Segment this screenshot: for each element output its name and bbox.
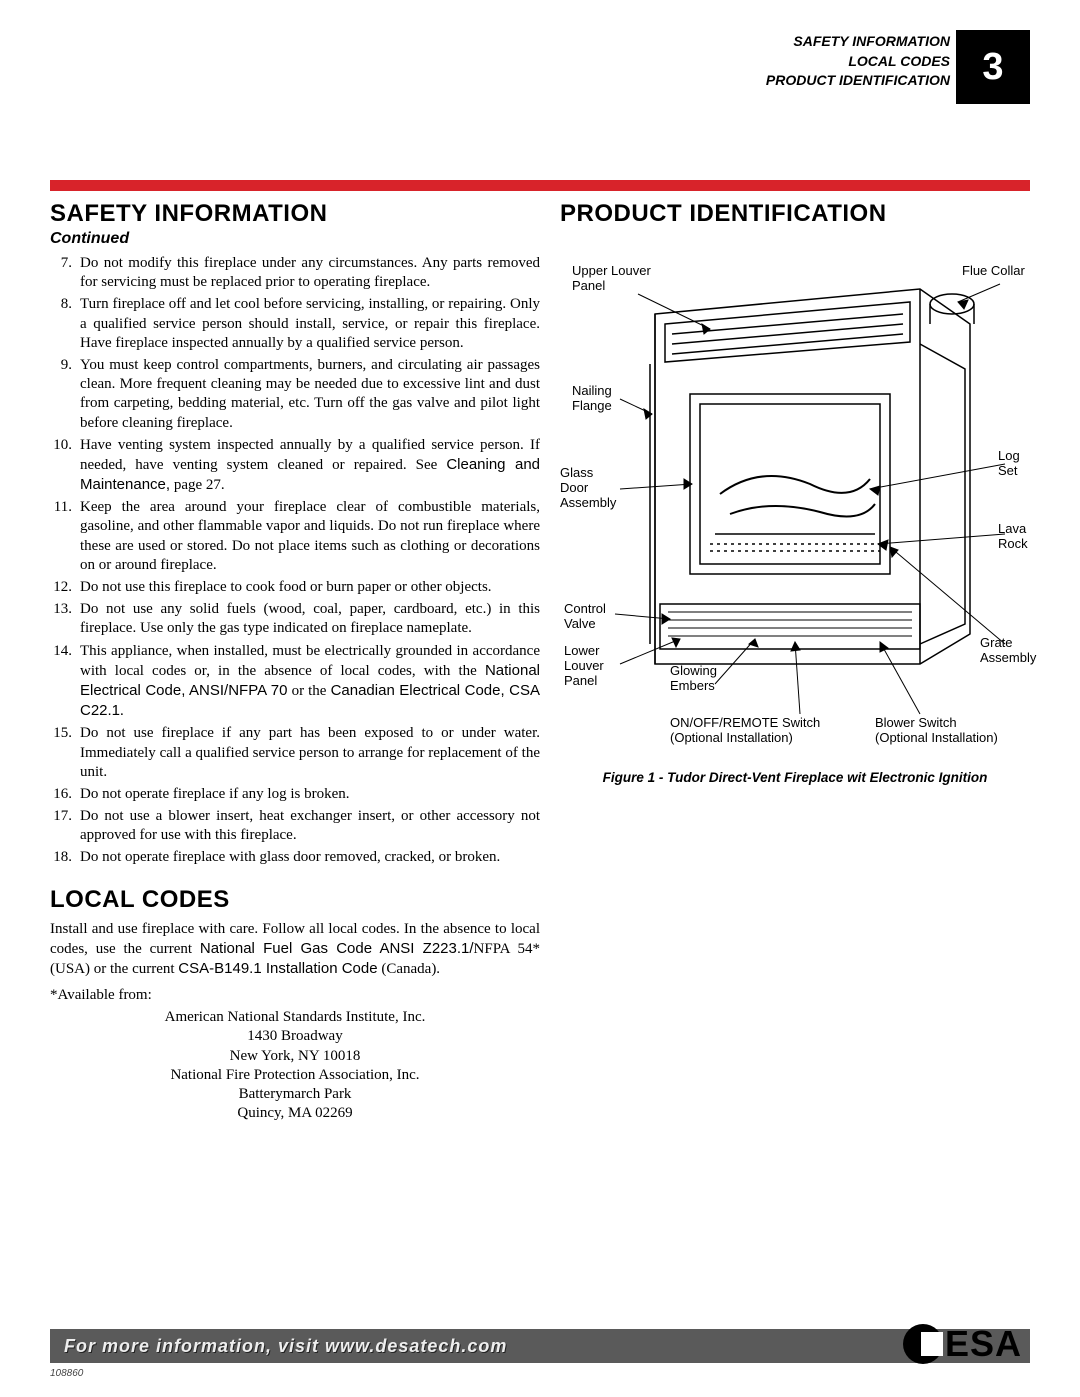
address-line: Quincy, MA 02269 bbox=[50, 1104, 540, 1123]
address-line: National Fire Protection Association, In… bbox=[50, 1066, 540, 1085]
page-number-box: 3 bbox=[956, 30, 1030, 104]
safety-list-item: 7.Do not modify this fireplace under any… bbox=[50, 254, 540, 292]
safety-list-item: 18.Do not operate fireplace with glass d… bbox=[50, 848, 540, 867]
safety-list-item: 10.Have venting system inspected annuall… bbox=[50, 436, 540, 496]
safety-list-item: 9.You must keep control compartments, bu… bbox=[50, 356, 540, 433]
safety-list: 7.Do not modify this fireplace under any… bbox=[50, 254, 540, 868]
address-line: 1430 Broadway bbox=[50, 1027, 540, 1046]
label-nailing-flange: NailingFlange bbox=[572, 384, 612, 414]
footer-bar: For more information, visit www.desatech… bbox=[50, 1329, 1030, 1363]
label-glowing-embers: GlowingEmbers bbox=[670, 664, 717, 694]
safety-list-item: 8.Turn fireplace off and let cool before… bbox=[50, 295, 540, 353]
safety-list-item: 13.Do not use any solid fuels (wood, coa… bbox=[50, 600, 540, 638]
product-diagram: Upper LouverPanel Flue Collar NailingFla… bbox=[560, 244, 1030, 764]
right-column: PRODUCT IDENTIFICATION bbox=[560, 200, 1030, 785]
figure-caption: Figure 1 - Tudor Direct-Vent Fireplace w… bbox=[560, 770, 1030, 785]
label-lower-louver: LowerLouverPanel bbox=[564, 644, 604, 689]
safety-list-item: 16.Do not operate fireplace if any log i… bbox=[50, 785, 540, 804]
label-glass-door: GlassDoorAssembly bbox=[560, 466, 616, 511]
label-grate-assembly: GrateAssembly bbox=[980, 636, 1036, 666]
safety-list-item: 17.Do not use a blower insert, heat exch… bbox=[50, 807, 540, 845]
safety-list-item: 15.Do not use fireplace if any part has … bbox=[50, 724, 540, 782]
label-blower-switch: Blower Switch(Optional Installation) bbox=[875, 716, 998, 746]
label-flue-collar: Flue Collar bbox=[962, 264, 1025, 279]
address-block: American National Standards Institute, I… bbox=[50, 1008, 540, 1123]
safety-list-item: 12.Do not use this fireplace to cook foo… bbox=[50, 578, 540, 597]
address-line: Batterymarch Park bbox=[50, 1085, 540, 1104]
address-line: American National Standards Institute, I… bbox=[50, 1008, 540, 1027]
desa-logo: ESA bbox=[903, 1323, 1022, 1365]
continued-label: Continued bbox=[50, 230, 540, 248]
document-number: 108860 bbox=[50, 1368, 83, 1379]
page-number: 3 bbox=[982, 46, 1003, 89]
left-column: SAFETY INFORMATION Continued 7.Do not mo… bbox=[50, 200, 540, 1123]
address-line: New York, NY 10018 bbox=[50, 1047, 540, 1066]
available-from: *Available from: bbox=[50, 987, 540, 1004]
local-codes-heading: LOCAL CODES bbox=[50, 886, 540, 914]
label-lava-rock: LavaRock bbox=[998, 522, 1028, 552]
logo-d-icon bbox=[903, 1324, 943, 1364]
safety-list-item: 14.This appliance, when installed, must … bbox=[50, 642, 540, 722]
header-line: SAFETY INFORMATION bbox=[766, 32, 950, 52]
label-upper-louver: Upper LouverPanel bbox=[572, 264, 651, 294]
safety-heading: SAFETY INFORMATION bbox=[50, 200, 540, 228]
header-section-labels: SAFETY INFORMATION LOCAL CODES PRODUCT I… bbox=[766, 32, 950, 91]
header-rule bbox=[50, 180, 1030, 191]
product-id-heading: PRODUCT IDENTIFICATION bbox=[560, 200, 1030, 228]
header-line: PRODUCT IDENTIFICATION bbox=[766, 71, 950, 91]
label-control-valve: ControlValve bbox=[564, 602, 606, 632]
label-on-off-switch: ON/OFF/REMOTE Switch(Optional Installati… bbox=[670, 716, 820, 746]
label-log-set: LogSet bbox=[998, 449, 1020, 479]
local-codes-paragraph: Install and use fireplace with care. Fol… bbox=[50, 920, 540, 980]
header-line: LOCAL CODES bbox=[766, 52, 950, 72]
safety-list-item: 11.Keep the area around your fireplace c… bbox=[50, 498, 540, 575]
footer-text: For more information, visit www.desatech… bbox=[64, 1336, 507, 1357]
fireplace-illustration bbox=[560, 244, 1030, 764]
logo-text: ESA bbox=[945, 1323, 1022, 1365]
